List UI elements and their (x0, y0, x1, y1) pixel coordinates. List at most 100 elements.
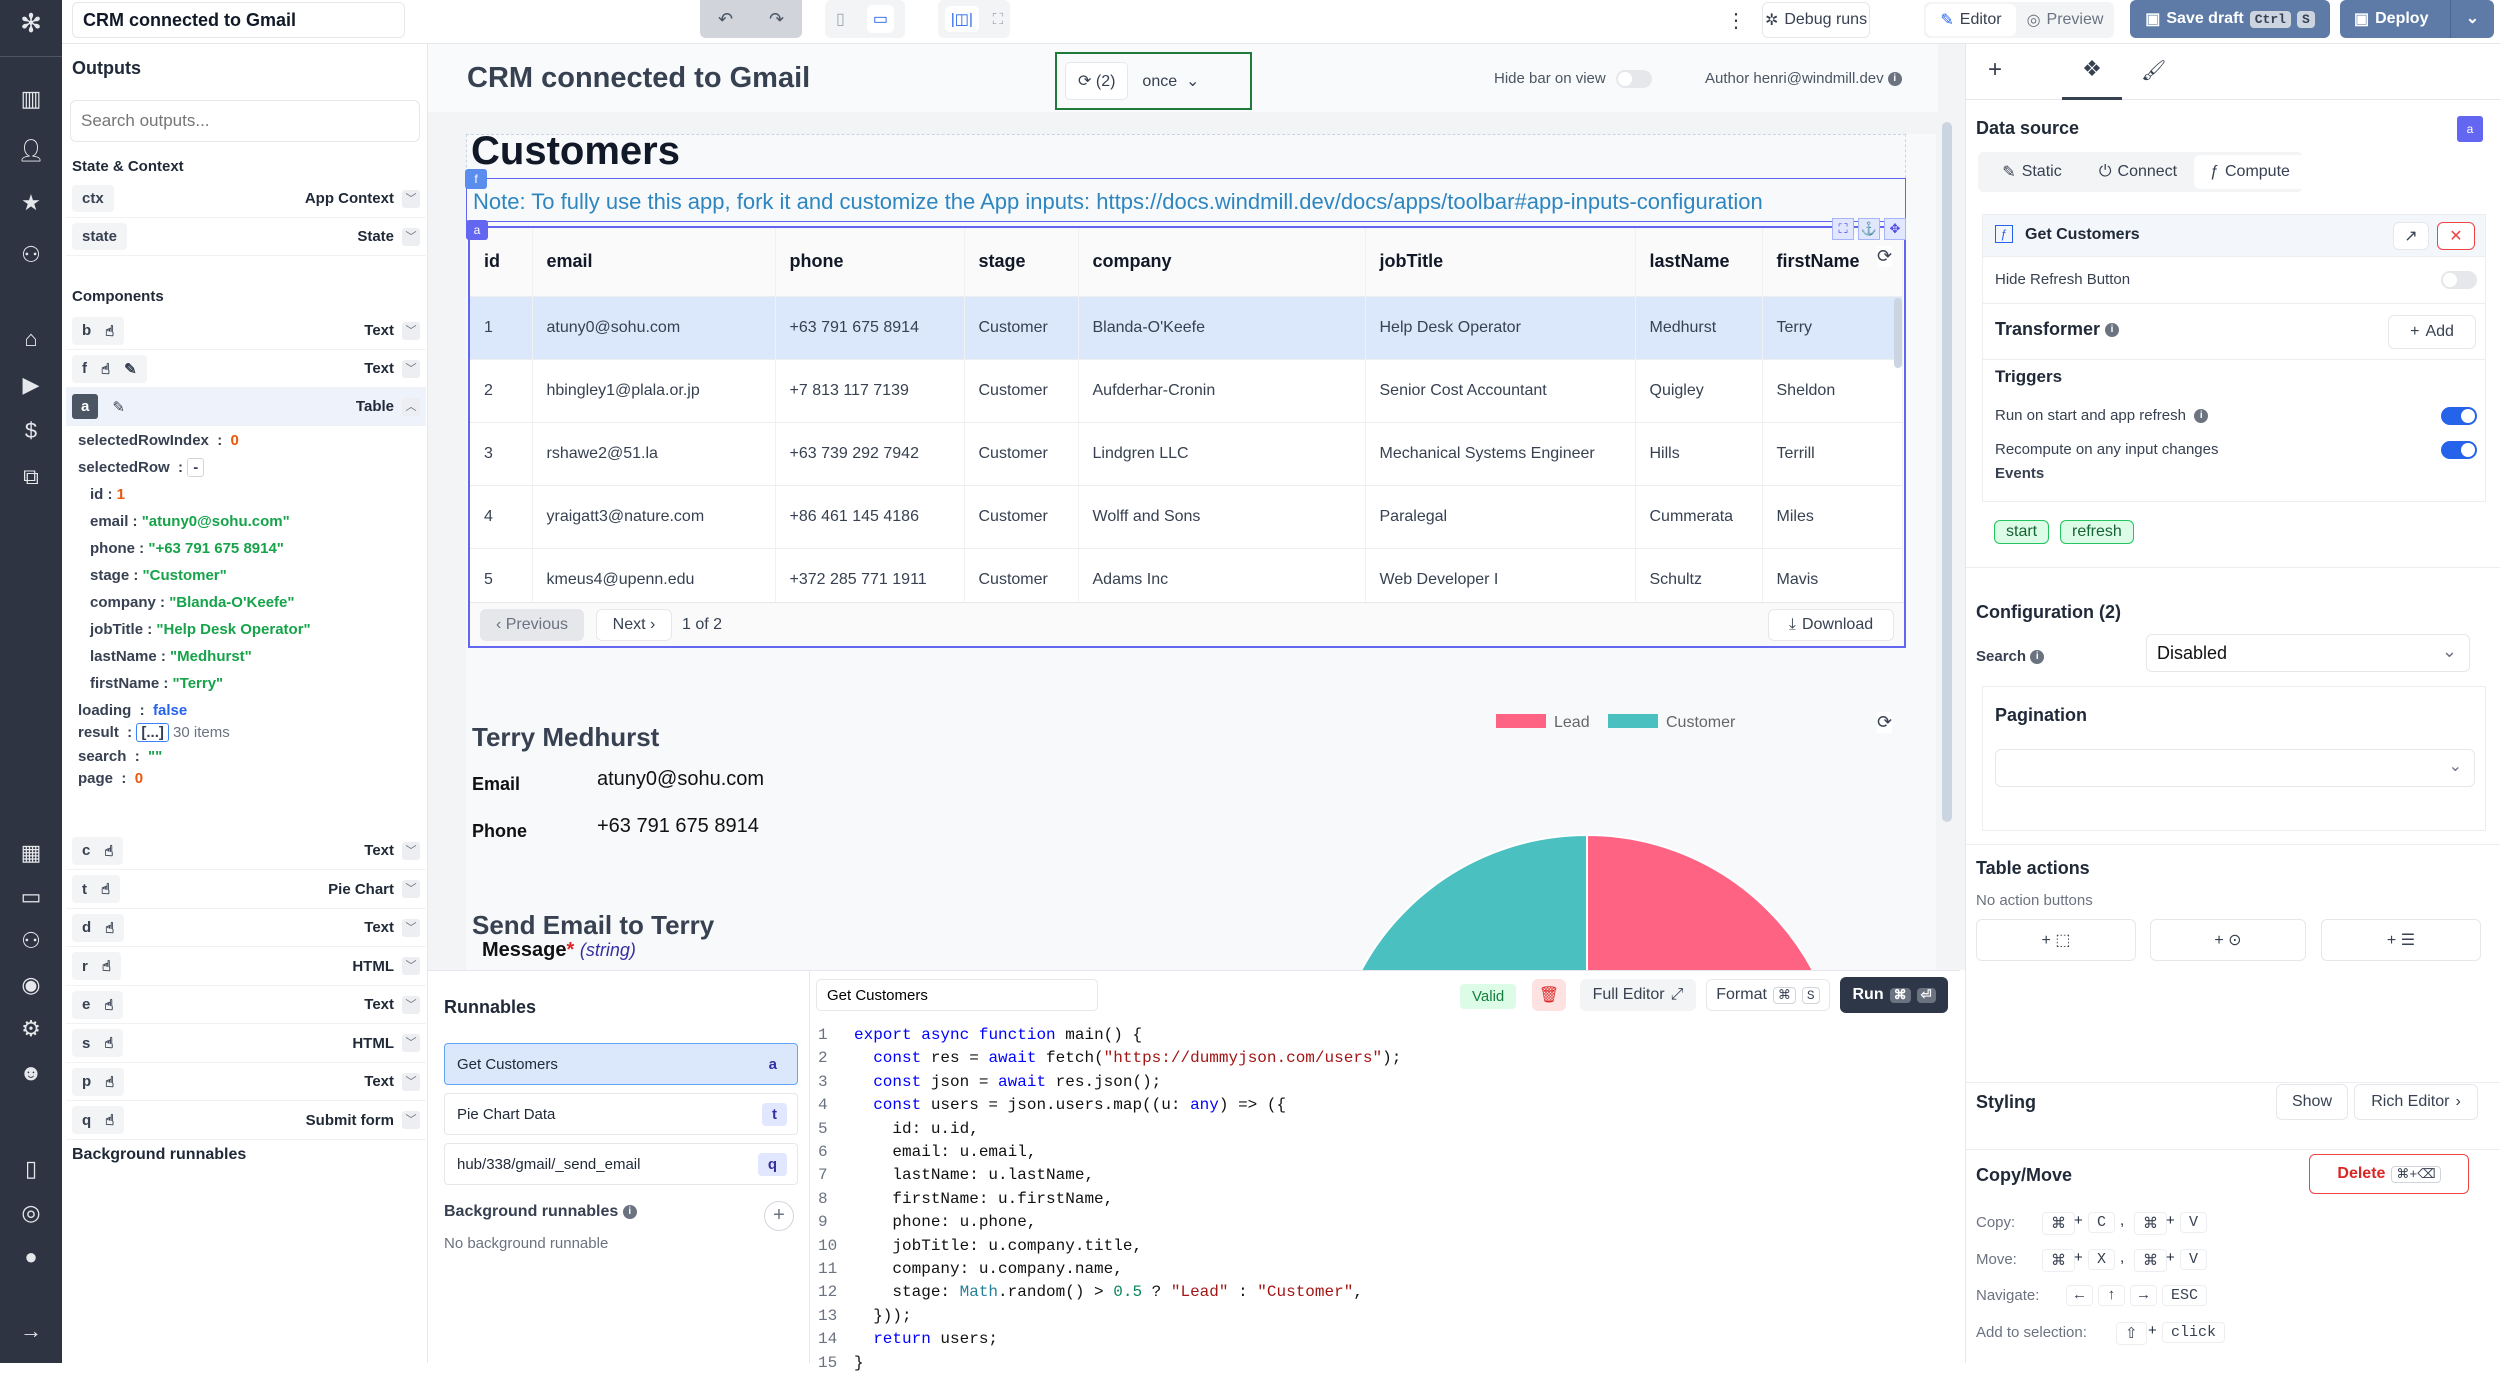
search-outputs-input[interactable] (70, 100, 420, 142)
expand-icon[interactable]: ⛶ (1832, 218, 1854, 240)
column-header-email[interactable]: email (532, 228, 776, 297)
pie-slice-customer[interactable] (1331, 833, 1588, 970)
theme-tab-brush-icon[interactable]: 🖌︎ (2141, 60, 2167, 82)
table-row[interactable]: 1 atuny0@sohu.com +63 791 675 8914 Customer… (470, 296, 1903, 360)
deploy-chevron-down-icon[interactable]: ⌄ (2450, 0, 2494, 38)
column-header-phone[interactable]: phone (775, 228, 965, 297)
full-editor-button[interactable]: Full Editor ⤢ (1580, 979, 1696, 1011)
discord-icon[interactable]: ◎ (21, 1200, 41, 1225)
source-tab-connect[interactable]: ⏻ Connect (2088, 155, 2188, 189)
delete-component-button[interactable]: Delete ⌘+⌫ (2309, 1154, 2469, 1194)
calendar-icon[interactable]: ▦ (20, 840, 42, 865)
next-page-button[interactable]: Next › (596, 609, 672, 641)
source-tab-static[interactable]: ✎ Static (1982, 155, 2082, 189)
editor-tab[interactable]: ✎ Editor (1926, 4, 2016, 36)
runnable-item[interactable]: hub/338/gmail/_send_email q (444, 1143, 798, 1185)
pie-slice-lead[interactable] (1586, 833, 1843, 970)
chart-refresh-icon[interactable]: ⟳ (1877, 712, 1893, 733)
folder-icon[interactable]: ▭ (20, 884, 42, 909)
windmill-logo-icon[interactable]: ✻ (20, 8, 42, 38)
debug-runs-button[interactable]: ✲ Debug runs (1762, 2, 1870, 38)
source-tab-compute[interactable]: ƒ Compute (2194, 155, 2306, 189)
chevron-down-icon[interactable]: ﹀ (402, 359, 420, 378)
star-icon[interactable]: ★ (21, 190, 41, 215)
add-select-action[interactable]: + ☰ (2321, 919, 2481, 961)
group-icon[interactable]: ⚇ (21, 928, 41, 953)
mobile-icon[interactable]: ▯ (836, 11, 845, 28)
app-title-input[interactable] (72, 2, 405, 38)
runnable-item[interactable]: Pie Chart Data t (444, 1093, 798, 1135)
chevron-down-icon[interactable]: ﹀ (402, 1072, 420, 1091)
table-row[interactable]: 3 rshawe2@51.la +63 739 292 7942 Customer Li… (470, 422, 1903, 486)
component-row-a[interactable]: a ✎ Table ︿ (66, 388, 426, 426)
chevron-down-icon[interactable]: ﹀ (402, 841, 420, 860)
dollar-icon[interactable]: $ (24, 418, 38, 443)
play-icon[interactable]: ▶ (22, 372, 40, 397)
add-transformer-button[interactable]: + Add (2388, 315, 2476, 349)
refresh-mode-select[interactable]: once ⌄ (1142, 73, 1200, 90)
chevron-down-icon[interactable]: ﹀ (402, 189, 420, 208)
building-icon[interactable]: ▥ (20, 86, 42, 111)
note-text-component[interactable]: f Note: To fully use this app, fork it a… (465, 169, 1906, 222)
expand-result-button[interactable]: [...] (136, 723, 169, 742)
component-row-q[interactable]: q ☝︎ Submit form ﹀ (66, 1102, 426, 1140)
pagination-select[interactable]: ⌄ (1995, 749, 2475, 787)
recompute-toggle[interactable] (2441, 441, 2477, 459)
table-row[interactable]: 5 kmeus4@upenn.edu +372 285 771 1911 Custom… (470, 548, 1903, 612)
legend-label-lead[interactable]: Lead (1554, 714, 1590, 731)
refresh-button[interactable]: ⟳ (2) (1065, 62, 1129, 100)
legend-label-customer[interactable]: Customer (1666, 714, 1736, 731)
column-header-id[interactable]: id (470, 228, 533, 297)
book-icon[interactable]: ▯ (24, 1156, 38, 1181)
deploy-button[interactable]: ▣ Deploy ⌄ (2340, 0, 2494, 38)
chevron-down-icon[interactable]: ﹀ (402, 957, 420, 975)
redo-icon[interactable]: ↷ (768, 8, 785, 29)
anchor-icon[interactable]: ⚓ (1858, 218, 1880, 240)
collapse-toggle[interactable]: - (187, 458, 205, 477)
download-button[interactable]: ⤓ Download (1768, 609, 1894, 641)
run-on-start-toggle[interactable] (2441, 407, 2477, 425)
component-row-d[interactable]: d ☝︎ Text ﹀ (66, 909, 426, 947)
insert-tab-plus-icon[interactable]: + (1988, 56, 2003, 83)
expand-arrow-icon[interactable]: → (20, 1318, 42, 1343)
customers-text-component[interactable]: Customers (466, 129, 1906, 178)
table-refresh-icon[interactable]: ⟳ (1877, 246, 1893, 267)
component-row-ctx[interactable]: ctx App Context ﹀ (66, 180, 426, 218)
component-row-s[interactable]: s ☝︎ HTML ﹀ (66, 1025, 426, 1063)
column-header-stage[interactable]: stage (964, 228, 1079, 297)
home-icon[interactable]: ⌂ (24, 326, 38, 351)
user-icon[interactable]: 👤︎ (17, 138, 45, 163)
add-background-runnable-button[interactable]: + (764, 1201, 794, 1231)
gear-icon[interactable]: ⚙ (21, 1016, 41, 1041)
users-icon[interactable]: ⚇ (21, 242, 41, 267)
runnable-item[interactable]: Get Customers a (444, 1043, 798, 1085)
add-toggle-action[interactable]: + ⊙ (2150, 919, 2306, 961)
search-config-select[interactable]: Disabled ⌄ (2146, 634, 2470, 672)
table-row[interactable]: 2 hbingley1@plala.or.jp +7 813 117 7139 Cus… (470, 359, 1903, 423)
previous-page-button[interactable]: ‹ Previous (480, 609, 584, 641)
settings-tab-components-icon[interactable]: ❖ (2062, 56, 2122, 100)
save-draft-button[interactable]: ▣ Save draft Ctrl S (2130, 0, 2330, 38)
component-row-e[interactable]: e ☝︎ Text ﹀ (66, 986, 426, 1024)
component-row-state[interactable]: state State ﹀ (66, 218, 426, 256)
table-scrollbar[interactable] (1894, 298, 1902, 368)
show-styling-button[interactable]: Show (2276, 1084, 2348, 1120)
undo-icon[interactable]: ↶ (717, 8, 734, 29)
column-header-lastName[interactable]: lastName (1635, 228, 1763, 297)
component-row-c[interactable]: c ☝︎ Text ﹀ (66, 832, 426, 870)
runnable-name-input[interactable] (816, 979, 1098, 1011)
canvas-scrollbar[interactable] (1942, 122, 1952, 822)
chevron-down-icon[interactable]: ﹀ (402, 227, 420, 246)
close-icon[interactable]: ✕ (2437, 222, 2475, 250)
boxes-icon[interactable]: ⧉ (23, 464, 39, 489)
fixed-width-icon[interactable]: |◫| (944, 6, 979, 32)
component-row-b[interactable]: b ☝︎ Text ﹀ (66, 312, 426, 350)
laptop-icon[interactable]: ▭ (866, 5, 894, 33)
chevron-down-icon[interactable]: ﹀ (402, 1111, 420, 1129)
move-icon[interactable]: ✥ (1884, 218, 1906, 240)
chevron-down-icon[interactable]: ﹀ (402, 1034, 420, 1052)
chevron-down-icon[interactable]: ﹀ (402, 321, 420, 340)
github-icon[interactable]: ● (24, 1244, 38, 1269)
open-external-icon[interactable]: ↗ (2393, 222, 2429, 250)
column-header-company[interactable]: company (1078, 228, 1366, 297)
